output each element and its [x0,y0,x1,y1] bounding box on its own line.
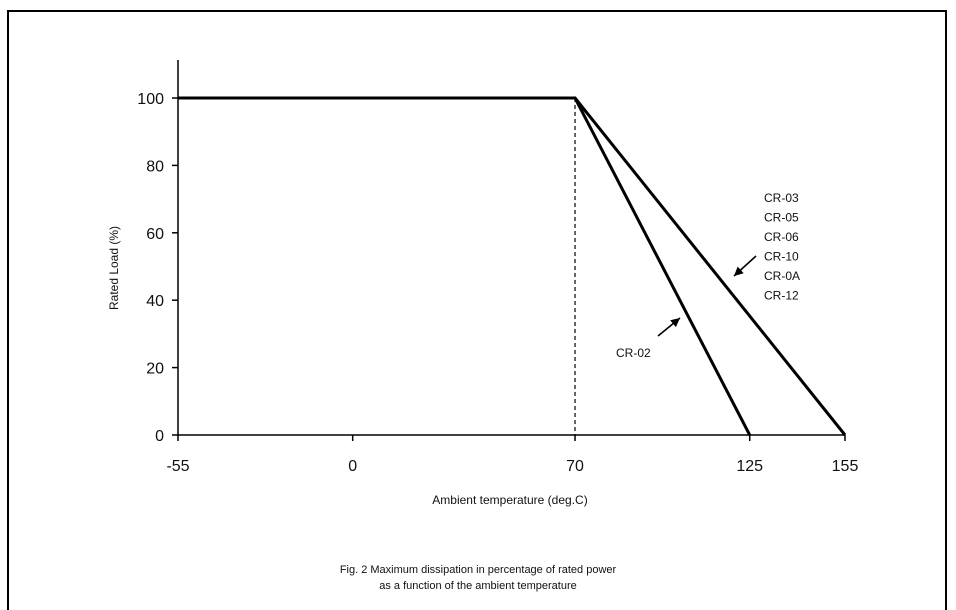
y-tick-label: 100 [137,91,164,108]
x-tick-label: 155 [832,458,859,475]
annotation-label: CR-05 [764,211,799,225]
chart-axes [177,60,845,436]
annotation-label: CR-0A [764,269,800,283]
annotation-label: CR-12 [764,289,799,303]
caption-line-1: Fig. 2 Maximum dissipation in percentage… [339,564,617,576]
y-axis-label: Rated Load (%) [107,226,121,310]
y-tick-label: 40 [146,293,164,310]
y-tick-label: 20 [146,361,164,378]
figure-frame [7,10,947,610]
y-tick-label: 80 [146,158,164,175]
chart-annotations: CR-02 CR-03 CR-05 CR-06 CR-10 CR-0A CR-12 [616,191,800,360]
annotation-label: CR-03 [764,191,799,205]
derating-curve-1 [178,96,752,436]
y-tick-label: 0 [155,428,164,445]
annotation-label: CR-10 [764,250,799,264]
figure-caption: Fig. 2 Maximum dissipation in percentage… [0,562,956,594]
annotation-arrow-head [670,318,680,328]
x-tick-label: -55 [166,458,189,475]
x-tick-label: 0 [348,458,357,475]
x-axis-label: Ambient temperature (deg.C) [432,493,587,507]
x-tick-label: 125 [736,458,763,475]
caption-line-2: as a function of the ambient temperature [379,580,577,592]
annotation-label: CR-02 [616,346,651,360]
chart-series [178,96,847,436]
x-tick-label: 70 [566,458,584,475]
annotation-label: CR-06 [764,230,799,244]
annotation-arrow-head [734,266,744,276]
y-tick-label: 60 [146,226,164,243]
derating-curve-2 [573,97,847,436]
